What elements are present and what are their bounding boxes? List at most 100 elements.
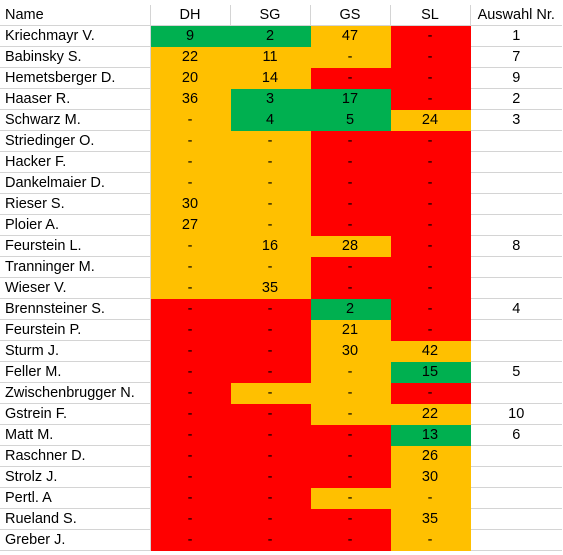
dh-cell[interactable]: 20 [150, 67, 231, 89]
athlete-name-cell[interactable]: Matt M. [0, 424, 151, 446]
dh-cell[interactable]: 30 [150, 193, 231, 215]
gs-cell[interactable]: - [310, 445, 391, 467]
sg-cell[interactable]: 11 [230, 46, 311, 68]
athlete-name-cell[interactable]: Feurstein P. [0, 319, 151, 341]
gs-cell[interactable]: 5 [310, 109, 391, 131]
sg-cell[interactable]: - [230, 319, 311, 341]
sl-cell[interactable]: - [390, 529, 471, 551]
auswahl-nr-cell[interactable] [470, 466, 562, 488]
header-dh[interactable]: DH [150, 5, 231, 26]
dh-cell[interactable]: - [150, 109, 231, 131]
athlete-name-cell[interactable]: Hemetsberger D. [0, 67, 151, 89]
sg-cell[interactable]: - [230, 256, 311, 278]
gs-cell[interactable]: - [310, 277, 391, 299]
gs-cell[interactable]: - [310, 193, 391, 215]
auswahl-nr-cell[interactable] [470, 340, 562, 362]
sg-cell[interactable]: - [230, 214, 311, 236]
sg-cell[interactable]: - [230, 382, 311, 404]
gs-cell[interactable]: 28 [310, 235, 391, 257]
sg-cell[interactable]: - [230, 487, 311, 509]
athlete-name-cell[interactable]: Sturm J. [0, 340, 151, 362]
sl-cell[interactable]: - [390, 46, 471, 68]
athlete-name-cell[interactable]: Kriechmayr V. [0, 25, 151, 47]
header-auswahl-nr[interactable]: Auswahl Nr. [470, 5, 562, 26]
gs-cell[interactable]: 2 [310, 298, 391, 320]
sg-cell[interactable]: - [230, 361, 311, 383]
sg-cell[interactable]: 3 [230, 88, 311, 110]
gs-cell[interactable]: 47 [310, 25, 391, 47]
dh-cell[interactable]: 22 [150, 46, 231, 68]
auswahl-nr-cell[interactable] [470, 130, 562, 152]
sg-cell[interactable]: 4 [230, 109, 311, 131]
auswahl-nr-cell[interactable]: 8 [470, 235, 562, 257]
auswahl-nr-cell[interactable] [470, 529, 562, 551]
auswahl-nr-cell[interactable] [470, 151, 562, 173]
sl-cell[interactable]: - [390, 298, 471, 320]
sl-cell[interactable]: 22 [390, 403, 471, 425]
athlete-name-cell[interactable]: Ploier A. [0, 214, 151, 236]
sg-cell[interactable]: 2 [230, 25, 311, 47]
auswahl-nr-cell[interactable]: 2 [470, 88, 562, 110]
sg-cell[interactable]: 16 [230, 235, 311, 257]
sl-cell[interactable]: - [390, 88, 471, 110]
sg-cell[interactable]: - [230, 340, 311, 362]
athlete-name-cell[interactable]: Greber J. [0, 529, 151, 551]
sg-cell[interactable]: - [230, 298, 311, 320]
athlete-name-cell[interactable]: Striedinger O. [0, 130, 151, 152]
athlete-name-cell[interactable]: Wieser V. [0, 277, 151, 299]
auswahl-nr-cell[interactable] [470, 277, 562, 299]
gs-cell[interactable]: - [310, 382, 391, 404]
gs-cell[interactable]: - [310, 67, 391, 89]
sl-cell[interactable]: 24 [390, 109, 471, 131]
sl-cell[interactable]: 13 [390, 424, 471, 446]
gs-cell[interactable]: - [310, 130, 391, 152]
dh-cell[interactable]: - [150, 445, 231, 467]
gs-cell[interactable]: - [310, 151, 391, 173]
auswahl-nr-cell[interactable]: 7 [470, 46, 562, 68]
athlete-name-cell[interactable]: Raschner D. [0, 445, 151, 467]
gs-cell[interactable]: - [310, 487, 391, 509]
auswahl-nr-cell[interactable] [470, 256, 562, 278]
auswahl-nr-cell[interactable]: 10 [470, 403, 562, 425]
sg-cell[interactable]: - [230, 130, 311, 152]
athlete-name-cell[interactable]: Zwischenbrugger N. [0, 382, 151, 404]
sl-cell[interactable]: 15 [390, 361, 471, 383]
gs-cell[interactable]: - [310, 46, 391, 68]
dh-cell[interactable]: - [150, 340, 231, 362]
sl-cell[interactable]: - [390, 235, 471, 257]
dh-cell[interactable]: - [150, 466, 231, 488]
sg-cell[interactable]: 35 [230, 277, 311, 299]
gs-cell[interactable]: - [310, 466, 391, 488]
dh-cell[interactable]: 36 [150, 88, 231, 110]
sl-cell[interactable]: - [390, 67, 471, 89]
dh-cell[interactable]: - [150, 151, 231, 173]
gs-cell[interactable]: - [310, 214, 391, 236]
athlete-name-cell[interactable]: Rueland S. [0, 508, 151, 530]
gs-cell[interactable]: - [310, 256, 391, 278]
gs-cell[interactable]: - [310, 424, 391, 446]
sg-cell[interactable]: 14 [230, 67, 311, 89]
sl-cell[interactable]: - [390, 130, 471, 152]
sl-cell[interactable]: - [390, 487, 471, 509]
header-sg[interactable]: SG [230, 5, 311, 26]
dh-cell[interactable]: - [150, 382, 231, 404]
dh-cell[interactable]: 9 [150, 25, 231, 47]
athlete-name-cell[interactable]: Rieser S. [0, 193, 151, 215]
gs-cell[interactable]: - [310, 172, 391, 194]
dh-cell[interactable]: - [150, 256, 231, 278]
dh-cell[interactable]: - [150, 529, 231, 551]
auswahl-nr-cell[interactable]: 9 [470, 67, 562, 89]
sg-cell[interactable]: - [230, 193, 311, 215]
auswahl-nr-cell[interactable] [470, 214, 562, 236]
dh-cell[interactable]: - [150, 508, 231, 530]
dh-cell[interactable]: - [150, 235, 231, 257]
athlete-name-cell[interactable]: Haaser R. [0, 88, 151, 110]
gs-cell[interactable]: - [310, 508, 391, 530]
gs-cell[interactable]: - [310, 403, 391, 425]
sl-cell[interactable]: - [390, 277, 471, 299]
athlete-name-cell[interactable]: Feller M. [0, 361, 151, 383]
dh-cell[interactable]: - [150, 487, 231, 509]
sl-cell[interactable]: - [390, 151, 471, 173]
header-name[interactable]: Name [0, 5, 151, 26]
sg-cell[interactable]: - [230, 466, 311, 488]
